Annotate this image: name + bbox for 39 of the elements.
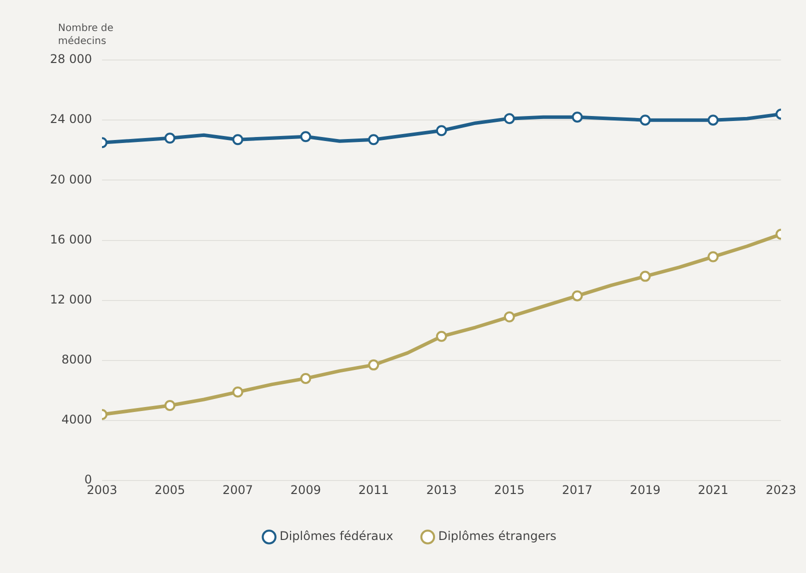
point bbox=[572, 112, 583, 123]
point bbox=[572, 290, 583, 302]
point bbox=[164, 400, 176, 411]
x-tick-label: 2019 bbox=[630, 482, 660, 497]
y-tick-label: 8000 bbox=[61, 352, 92, 367]
x-tick-label: 2003 bbox=[86, 482, 118, 497]
point bbox=[436, 330, 447, 342]
x-tick-label: 2013 bbox=[426, 482, 457, 497]
x-tick-label: 2005 bbox=[154, 482, 186, 497]
x-tick-label: 2011 bbox=[358, 482, 389, 497]
y-tick-label: 20 000 bbox=[50, 172, 92, 186]
y-tick-label: 16 000 bbox=[50, 232, 92, 246]
x-tick-label: 2009 bbox=[290, 482, 321, 497]
y-tick-label: 24 000 bbox=[50, 112, 92, 126]
legend-label: Diplômes fédéraux bbox=[280, 529, 394, 544]
point bbox=[368, 134, 380, 146]
point bbox=[640, 270, 651, 282]
point bbox=[232, 386, 244, 398]
point bbox=[708, 114, 719, 126]
legend-label: Diplômes étrangers bbox=[438, 529, 556, 544]
point bbox=[708, 251, 719, 262]
y-axis-title: Nombre de médecins bbox=[58, 22, 114, 48]
point bbox=[504, 113, 515, 124]
x-tick-label: 2017 bbox=[562, 482, 593, 497]
x-tick-label: 2023 bbox=[766, 482, 796, 497]
point bbox=[436, 125, 447, 136]
point bbox=[164, 132, 176, 144]
point bbox=[504, 311, 515, 322]
y-tick-label: 28 000 bbox=[50, 52, 92, 66]
y-tick-label: 12 000 bbox=[50, 292, 92, 306]
point bbox=[300, 372, 312, 384]
point bbox=[300, 131, 312, 142]
point bbox=[640, 114, 651, 126]
x-tick-label: 2007 bbox=[222, 482, 254, 497]
y-tick-label: 4000 bbox=[61, 412, 92, 427]
x-tick-label: 2015 bbox=[494, 482, 525, 497]
x-tick-label: 2021 bbox=[698, 482, 728, 497]
point bbox=[232, 134, 244, 146]
point bbox=[368, 359, 380, 370]
